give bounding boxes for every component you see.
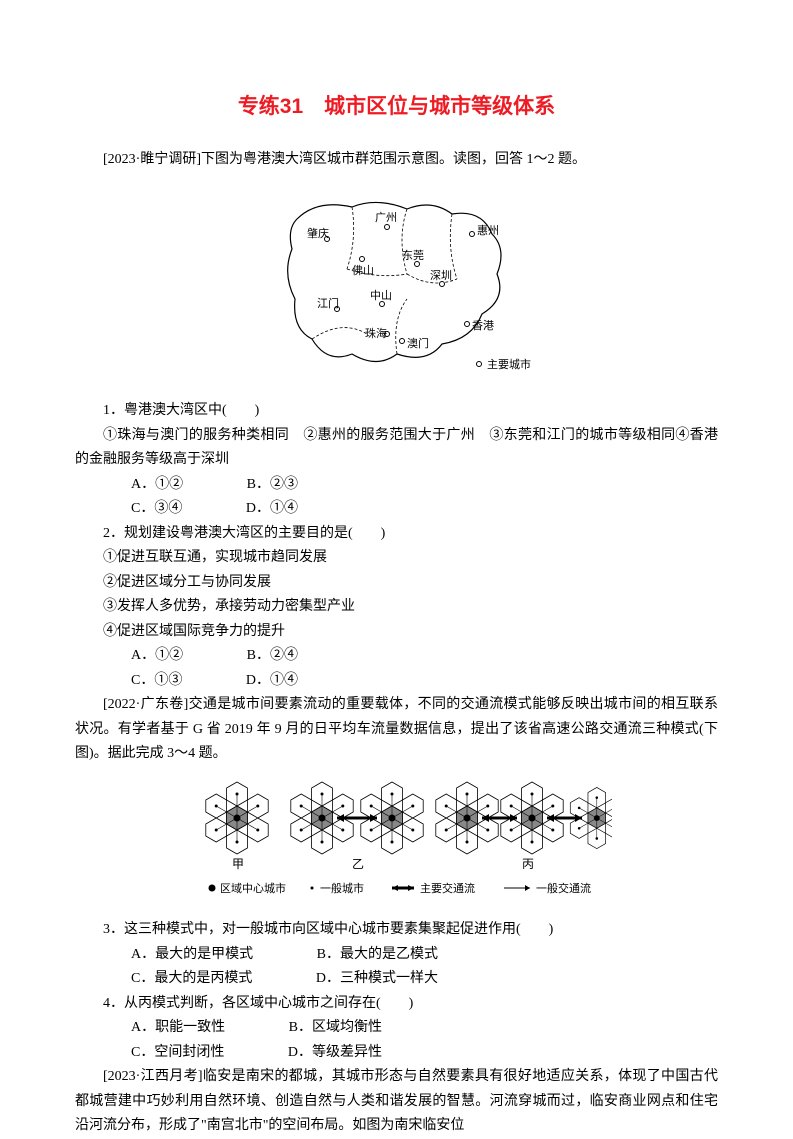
- diagram-svg: 甲 乙 丙 区域中心城市 一般城市: [182, 773, 612, 903]
- map-label-zhuhai: 珠海: [365, 326, 387, 340]
- map-label-xianggang: 香港: [472, 319, 494, 332]
- map-svg: 肇庆 广州 惠州 佛山 东莞 深圳 江门 中山 珠海 澳门 香港 主要城市: [257, 179, 537, 384]
- intro-1: [2023·睢宁调研]下图为粤港澳大湾区城市群范围示意图。读图，回答 1～2 题…: [75, 148, 718, 173]
- q2-option-d: D．①④: [218, 669, 298, 694]
- map-label-shenzhen: 深圳: [430, 269, 452, 282]
- q1-stem: 1．粤港澳大湾区中( ): [75, 399, 718, 424]
- document-body: [2023·睢宁调研]下图为粤港澳大湾区城市群范围示意图。读图，回答 1～2 题…: [75, 148, 718, 1139]
- map-label-zhongshan: 中山: [370, 289, 392, 302]
- q2-options-row1: A．①② B．②④: [75, 644, 718, 669]
- q4-options-row2: C．空间封闭性 D．等级差异性: [75, 1041, 718, 1066]
- q2-s3: ③发挥人多优势，承接劳动力密集型产业: [75, 595, 718, 620]
- diagram-label-bing: 丙: [522, 857, 534, 871]
- figure-diagram-wrap: 甲 乙 丙 区域中心城市 一般城市: [75, 773, 718, 913]
- page-title: 专练31 城市区位与城市等级体系: [75, 90, 718, 120]
- map-label-foshan: 佛山: [352, 264, 374, 277]
- q2-s4: ④促进区域国际竞争力的提升: [75, 620, 718, 645]
- q4-option-d: D．等级差异性: [260, 1041, 382, 1066]
- map-label-dongguan: 东莞: [402, 249, 424, 262]
- q4-option-c: C．空间封闭性: [103, 1041, 224, 1066]
- q1-option-b: B．②③: [219, 473, 298, 498]
- intro-3: [2023·江西月考]临安是南宋的都城，其城市形态与自然要素具有很好地适应关系，…: [75, 1065, 718, 1139]
- diagram-label-jia: 甲: [232, 857, 244, 871]
- q4-option-a: A．职能一致性: [103, 1016, 225, 1041]
- q1-option-d: D．①④: [218, 497, 298, 522]
- legend-center-city: 区域中心城市: [220, 881, 286, 895]
- map-label-guangzhou: 广州: [375, 211, 397, 224]
- q3-options-row1: A．最大的是甲模式 B．最大的是乙模式: [75, 943, 718, 968]
- q1-options-row2: C．③④ D．①④: [75, 497, 718, 522]
- map-label-aomen: 澳门: [407, 336, 429, 350]
- map-label-huizhou: 惠州: [477, 223, 499, 237]
- map-label-zhaoqing: 肇庆: [307, 226, 329, 240]
- q1-option-a: A．①②: [103, 473, 183, 498]
- map-label-jiangmen: 江门: [317, 296, 339, 310]
- q2-s2: ②促进区域分工与协同发展: [75, 571, 718, 596]
- q2-stem: 2．规划建设粤港澳大湾区的主要目的是( ): [75, 522, 718, 547]
- q4-stem: 4．从丙模式判断，各区域中心城市之间存在( ): [75, 992, 718, 1017]
- figure-map-wrap: 肇庆 广州 惠州 佛山 东莞 深圳 江门 中山 珠海 澳门 香港 主要城市: [75, 179, 718, 394]
- q2-option-c: C．①③: [103, 669, 182, 694]
- legend-main-flow: 主要交通流: [420, 881, 475, 895]
- q4-options-row1: A．职能一致性 B．区域均衡性: [75, 1016, 718, 1041]
- q2-s1: ①促进互联互通，实现城市趋同发展: [75, 546, 718, 571]
- q2-option-a: A．①②: [103, 644, 183, 669]
- q3-option-b: B．最大的是乙模式: [289, 943, 438, 968]
- q1-option-c: C．③④: [103, 497, 182, 522]
- q4-option-b: B．区域均衡性: [261, 1016, 382, 1041]
- q1-statements: ①珠海与澳门的服务种类相同 ②惠州的服务范围大于广州 ③东莞和江门的城市等级相同…: [75, 424, 718, 473]
- map-legend-label: 主要城市: [487, 357, 531, 371]
- q3-option-a: A．最大的是甲模式: [103, 943, 253, 968]
- legend-general-flow: 一般交通流: [536, 881, 591, 895]
- intro-2: [2022·广东卷]交通是城市间要素流动的重要载体，不同的交通流模式能够反映出城…: [75, 693, 718, 767]
- diagram-label-yi: 乙: [352, 857, 364, 871]
- q3-option-c: C．最大的是丙模式: [103, 967, 252, 992]
- q3-options-row2: C．最大的是丙模式 D．三种模式一样大: [75, 967, 718, 992]
- q3-stem: 3．这三种模式中，对一般城市向区域中心城市要素集聚起促进作用( ): [75, 918, 718, 943]
- q2-option-b: B．②④: [219, 644, 298, 669]
- q2-options-row2: C．①③ D．①④: [75, 669, 718, 694]
- q3-option-d: D．三种模式一样大: [288, 967, 438, 992]
- legend-general-city: 一般城市: [320, 881, 364, 895]
- q1-options-row1: A．①② B．②③: [75, 473, 718, 498]
